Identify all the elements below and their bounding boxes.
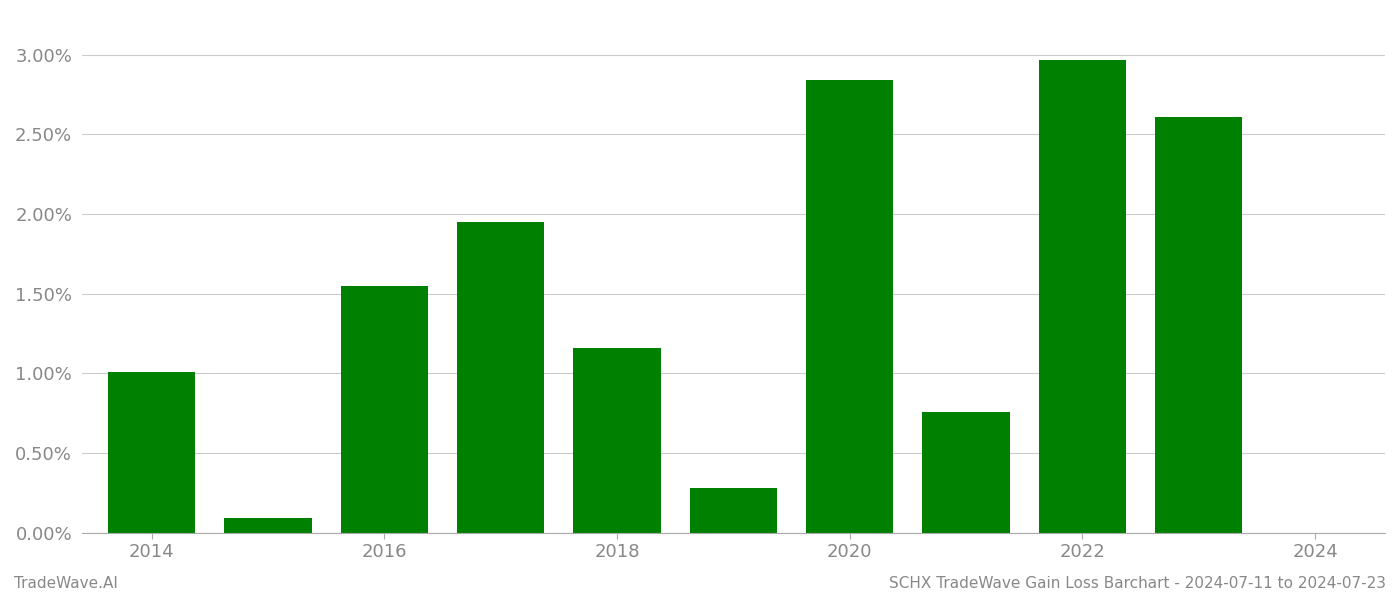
- Bar: [224, 518, 312, 533]
- Bar: [456, 222, 545, 533]
- Bar: [806, 80, 893, 533]
- Bar: [340, 286, 428, 533]
- Bar: [1155, 117, 1242, 533]
- Bar: [923, 412, 1009, 533]
- Text: SCHX TradeWave Gain Loss Barchart - 2024-07-11 to 2024-07-23: SCHX TradeWave Gain Loss Barchart - 2024…: [889, 576, 1386, 591]
- Bar: [108, 372, 195, 533]
- Bar: [574, 348, 661, 533]
- Bar: [1039, 59, 1126, 533]
- Text: TradeWave.AI: TradeWave.AI: [14, 576, 118, 591]
- Bar: [690, 488, 777, 533]
